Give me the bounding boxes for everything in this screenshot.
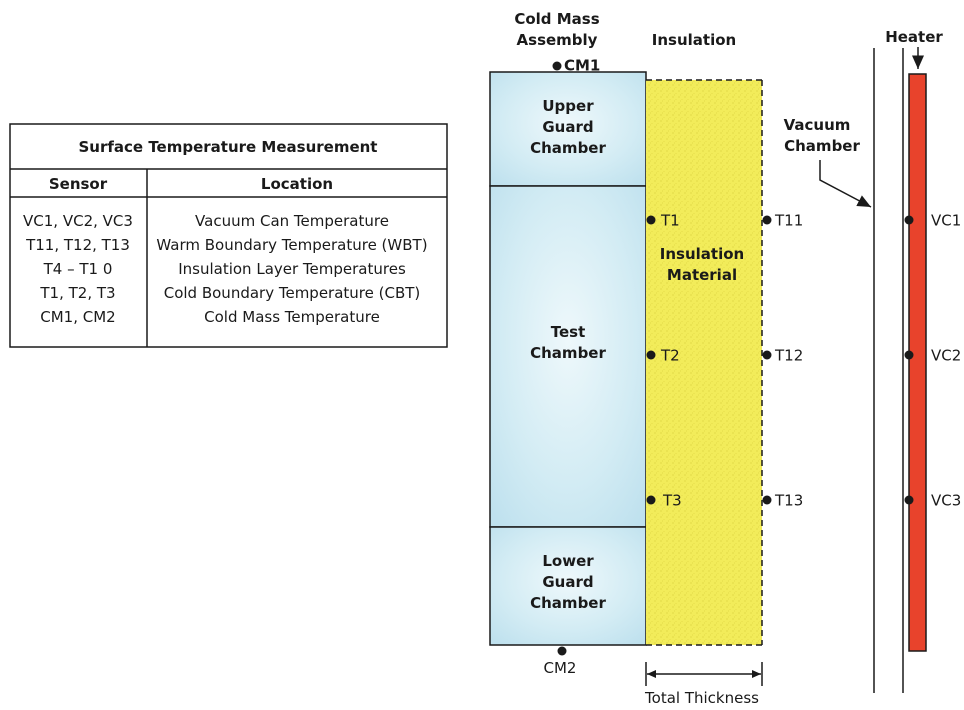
upper-guard-label: Guard bbox=[542, 118, 593, 136]
table-title: Surface Temperature Measurement bbox=[79, 138, 378, 156]
sensor-dot-t13 bbox=[762, 495, 772, 505]
table-cell-location: Warm Boundary Temperature (WBT) bbox=[156, 236, 427, 254]
sensor-label-t1: T1 bbox=[660, 212, 680, 230]
cold-mass-assembly-label: Assembly bbox=[517, 31, 598, 49]
upper-guard-chamber bbox=[489, 71, 647, 187]
lower-guard-chamber bbox=[489, 526, 647, 646]
sensor-label-vc3: VC3 bbox=[931, 492, 961, 510]
insulation-layer: Insulation Material bbox=[646, 79, 763, 646]
sensor-label-t12: T12 bbox=[774, 347, 803, 365]
sensor-dot-t12 bbox=[762, 350, 772, 360]
cold-mass-assembly: Upper Guard Chamber Test Chamber Lower G… bbox=[489, 71, 647, 646]
table-cell-sensor: T1, T2, T3 bbox=[39, 284, 115, 302]
sensor-dot-cm1 bbox=[552, 61, 562, 71]
vacuum-chamber-label: Vacuum bbox=[784, 116, 851, 134]
table-cell-location: Vacuum Can Temperature bbox=[195, 212, 389, 230]
vacuum-chamber-pointer bbox=[819, 160, 872, 208]
sensor-dot-t1 bbox=[646, 215, 656, 225]
lower-guard-label: Guard bbox=[542, 573, 593, 591]
table-header-sensor: Sensor bbox=[49, 175, 108, 193]
sensor-dot-cm2 bbox=[557, 646, 567, 656]
sensor-table: Surface Temperature Measurement Sensor L… bbox=[9, 123, 448, 348]
vacuum-chamber-label: Chamber bbox=[784, 137, 860, 155]
dimension-arrow-left bbox=[647, 670, 656, 678]
insulation-header: Insulation bbox=[652, 31, 736, 49]
sensor-label-t3: T3 bbox=[662, 492, 682, 510]
test-chamber bbox=[489, 185, 647, 528]
heater-label: Heater bbox=[885, 28, 943, 46]
upper-guard-label: Chamber bbox=[530, 139, 606, 157]
heater-strip bbox=[908, 73, 927, 652]
table-header-location: Location bbox=[261, 175, 333, 193]
insulation-material-label: Material bbox=[667, 266, 737, 284]
table-cell-sensor: VC1, VC2, VC3 bbox=[23, 212, 133, 230]
sensor-label-vc1: VC1 bbox=[931, 212, 961, 230]
sensor-label-vc2: VC2 bbox=[931, 347, 961, 365]
table-cell-sensor: T4 – T1 0 bbox=[43, 260, 113, 278]
total-thickness-label: Total Thickness bbox=[644, 689, 759, 707]
sensor-dot-vc3 bbox=[904, 495, 914, 505]
dimension-arrow-right bbox=[752, 670, 761, 678]
sensor-label-t2: T2 bbox=[660, 347, 680, 365]
total-thickness-dimension: Total Thickness bbox=[644, 662, 763, 707]
sensor-dot-vc2 bbox=[904, 350, 914, 360]
sensor-label-t13: T13 bbox=[774, 492, 803, 510]
table-border bbox=[9, 123, 448, 348]
table-cell-location: Insulation Layer Temperatures bbox=[178, 260, 406, 278]
lower-guard-label: Lower bbox=[542, 552, 594, 570]
sensor-dot-t2 bbox=[646, 350, 656, 360]
sensor-label-cm1: CM1 bbox=[564, 57, 600, 75]
table-cell-sensor: CM1, CM2 bbox=[40, 308, 115, 326]
insulation-material bbox=[646, 80, 762, 645]
sensor-label-t11: T11 bbox=[774, 212, 803, 230]
sensor-dot-vc1 bbox=[904, 215, 914, 225]
cold-mass-assembly-label: Cold Mass bbox=[514, 10, 599, 28]
sensor-dot-t3 bbox=[646, 495, 656, 505]
table-cell-sensor: T11, T12, T13 bbox=[25, 236, 130, 254]
lower-guard-label: Chamber bbox=[530, 594, 606, 612]
test-chamber-label: Test bbox=[551, 323, 586, 341]
sensor-label-cm2: CM2 bbox=[544, 659, 577, 677]
upper-guard-label: Upper bbox=[542, 97, 594, 115]
insulation-material-label: Insulation bbox=[660, 245, 744, 263]
sensor-dot-t11 bbox=[762, 215, 772, 225]
table-cell-location: Cold Boundary Temperature (CBT) bbox=[164, 284, 421, 302]
table-cell-location: Cold Mass Temperature bbox=[204, 308, 380, 326]
test-chamber-label: Chamber bbox=[530, 344, 606, 362]
